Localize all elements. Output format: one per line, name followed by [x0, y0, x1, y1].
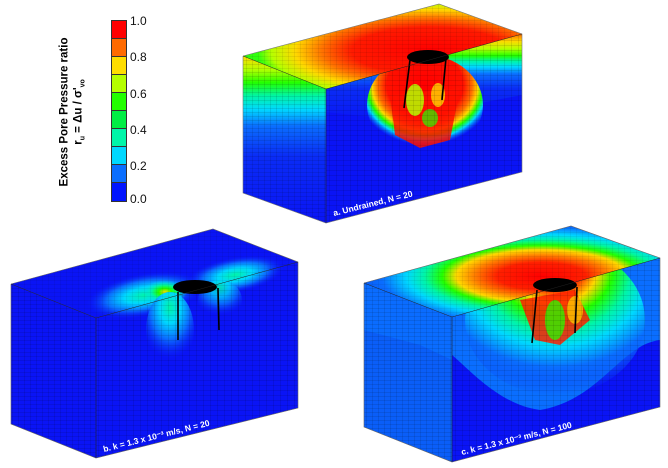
colorbar-tick-label: 0.4 [130, 123, 147, 137]
panel-c-pile-left [531, 289, 538, 344]
colorbar-tick-label: 1.0 [130, 14, 147, 28]
legend-ru-sub: u [79, 136, 87, 141]
legend-ru-sub2: vo [79, 79, 87, 88]
colorbar-band [112, 147, 126, 165]
legend-title: Excess Pore Pressure ratio ru = Δu / σ'v… [57, 38, 90, 187]
colorbar-band [112, 183, 126, 201]
panel-b: b. k = 1.3 x 10⁻³ m/s, N = 20 [10, 228, 299, 459]
panel-b-pile-head [173, 280, 217, 294]
colorbar-band [112, 129, 126, 147]
panel-c-label: c. k = 1.3 x 10⁻³ m/s, N = 100 [460, 420, 573, 457]
colorbar-band [112, 21, 126, 39]
colorbar-band [112, 57, 126, 75]
panel-c: c. k = 1.3 x 10⁻³ m/s, N = 100 [363, 225, 661, 463]
panel-a-front-face [326, 34, 522, 223]
legend-title-line2: ru = Δu / σ'vo [71, 38, 90, 187]
panel-b-pile-right [217, 287, 220, 331]
panel-c-top-face [364, 226, 660, 317]
colorbar-band [112, 165, 126, 183]
panel-c-front-face [452, 258, 660, 462]
panel-a-pile-head [407, 50, 449, 64]
panel-c-pile-right [574, 286, 578, 334]
colorbar-tick-label: 0.8 [130, 50, 147, 64]
panel-a-label: a. Undrained, N = 20 [332, 188, 414, 217]
colorbar-tick-label: 0.6 [130, 87, 147, 101]
panel-b-front-face [96, 262, 298, 458]
panel-a: a. Undrained, N = 20 [242, 3, 523, 224]
colorbar-tick-label: 0.2 [130, 159, 147, 173]
panel-c-pile-head [533, 278, 577, 292]
panel-b-top-face [11, 229, 298, 318]
panel-a-pile-left [403, 59, 411, 109]
panel-a-pile-right [441, 57, 447, 101]
panel-a-top-face [243, 4, 522, 89]
panel-b-left-face [11, 284, 96, 458]
panel-a-left-face [243, 56, 326, 223]
colorbar [111, 20, 127, 202]
colorbar-band [112, 39, 126, 57]
panel-b-label: b. k = 1.3 x 10⁻³ m/s, N = 20 [102, 418, 211, 454]
panel-c-left-face [364, 283, 452, 462]
legend-title-line1: Excess Pore Pressure ratio [58, 37, 71, 187]
colorbar-band [112, 93, 126, 111]
legend-ru-formula: = Δu / σ' [72, 87, 85, 137]
colorbar-band [112, 111, 126, 129]
colorbar-band [112, 75, 126, 93]
colorbar-tick-label: 0.0 [130, 192, 147, 206]
legend-ru-r: r [72, 140, 85, 145]
